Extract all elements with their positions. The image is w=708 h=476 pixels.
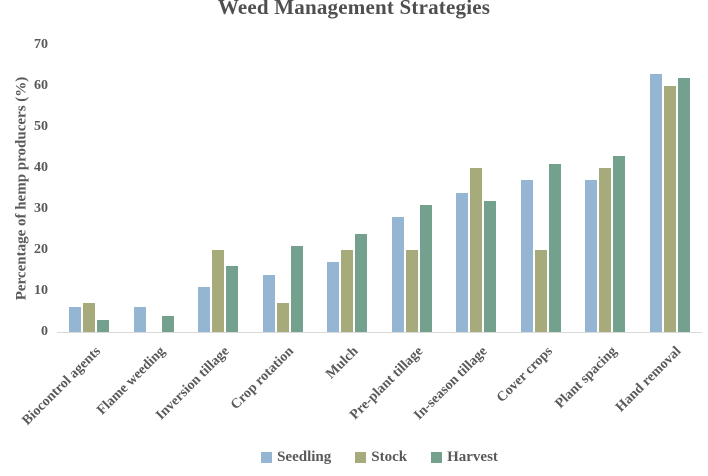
bar-stock-cover-crops (534, 250, 547, 332)
legend-swatch-harvest-icon (431, 452, 443, 463)
bar-group-hand-removal (638, 45, 703, 332)
bar-group-pre-plant-tillage (380, 45, 445, 332)
legend-label-stock: Stock (371, 449, 408, 465)
bar-stock-mulch (341, 250, 354, 332)
y-tick-60: 60 (34, 78, 48, 93)
bar-group-mulch (315, 45, 380, 332)
bar-seedling-inversion-tillage (198, 286, 211, 332)
bar-stock-biocontrol-agents (83, 303, 96, 332)
bar-harvest-cover-crops (548, 163, 561, 332)
y-tick-70: 70 (34, 37, 48, 52)
bar-harvest-inversion-tillage (226, 266, 239, 332)
bar-group-plant-spacing (573, 45, 638, 332)
y-tick-20: 20 (34, 242, 48, 258)
chart-title: Weed Management Strategies (217, 0, 491, 19)
bar-seedling-mulch (327, 262, 340, 332)
x-axis-line (57, 332, 702, 333)
bar-harvest-plant-spacing (613, 155, 626, 332)
bar-stock-plant-spacing (599, 168, 612, 332)
y-tick-30: 30 (34, 201, 48, 216)
bar-harvest-pre-plant-tillage (419, 204, 432, 332)
legend-label-harvest: Harvest (447, 449, 498, 465)
bar-group-crop-rotation (251, 45, 316, 332)
x-label-crop-rotation: Crop rotation (228, 344, 298, 413)
bar-group-inversion-tillage (186, 45, 251, 332)
legend-item-seedling: Seedling (261, 449, 331, 466)
bar-series-area (57, 45, 702, 332)
y-tick-40: 40 (34, 160, 48, 176)
bar-seedling-in-season-tillage (456, 192, 469, 332)
bar-group-cover-crops (509, 45, 574, 332)
legend-swatch-seedling-icon (261, 452, 273, 463)
legend-item-harvest: Harvest (431, 449, 498, 466)
legend-item-stock: Stock (355, 449, 407, 466)
legend-swatch-stock-icon (355, 452, 367, 463)
x-axis-labels: Biocontrol agents Flame weeding Inversion … (19, 338, 702, 438)
x-label-mulch: Mulch (323, 344, 362, 383)
bar-seedling-biocontrol-agents (69, 307, 82, 332)
bar-seedling-pre-plant-tillage (391, 217, 404, 332)
bar-harvest-flame-weeding (161, 315, 174, 332)
bar-harvest-crop-rotation (290, 245, 303, 332)
x-label-biocontrol-agents: Biocontrol agents (19, 344, 104, 429)
bar-seedling-cover-crops (520, 180, 533, 332)
bar-seedling-hand-removal (649, 73, 662, 332)
bar-stock-inversion-tillage (212, 250, 225, 332)
y-tick-50: 50 (34, 119, 48, 134)
y-tick-10: 10 (34, 283, 48, 299)
bar-group-biocontrol-agents (57, 45, 122, 332)
y-tick-0: 0 (41, 324, 48, 339)
bar-stock-crop-rotation (276, 303, 289, 332)
bar-group-in-season-tillage (444, 45, 509, 332)
bar-stock-in-season-tillage (470, 168, 483, 332)
legend-label-seedling: Seedling (277, 449, 332, 465)
legend: Seedling Stock Harvest (57, 449, 702, 466)
bar-harvest-hand-removal (677, 77, 690, 332)
bar-stock-hand-removal (663, 86, 676, 332)
bar-harvest-in-season-tillage (484, 200, 497, 332)
bar-seedling-flame-weeding (133, 307, 146, 332)
bar-group-flame-weeding (122, 45, 187, 332)
x-label-hand-removal: Hand removal (613, 344, 685, 416)
bar-harvest-biocontrol-agents (97, 319, 110, 332)
x-label-plant-spacing: Plant spacing (552, 344, 620, 412)
bar-stock-pre-plant-tillage (405, 250, 418, 332)
bar-seedling-plant-spacing (585, 180, 598, 332)
plot-area (57, 45, 702, 333)
bar-seedling-crop-rotation (262, 274, 275, 332)
bar-harvest-mulch (355, 233, 368, 332)
y-axis: 0 10 20 30 40 50 60 70 (20, 37, 48, 339)
x-label-cover-crops: Cover crops (493, 344, 556, 406)
